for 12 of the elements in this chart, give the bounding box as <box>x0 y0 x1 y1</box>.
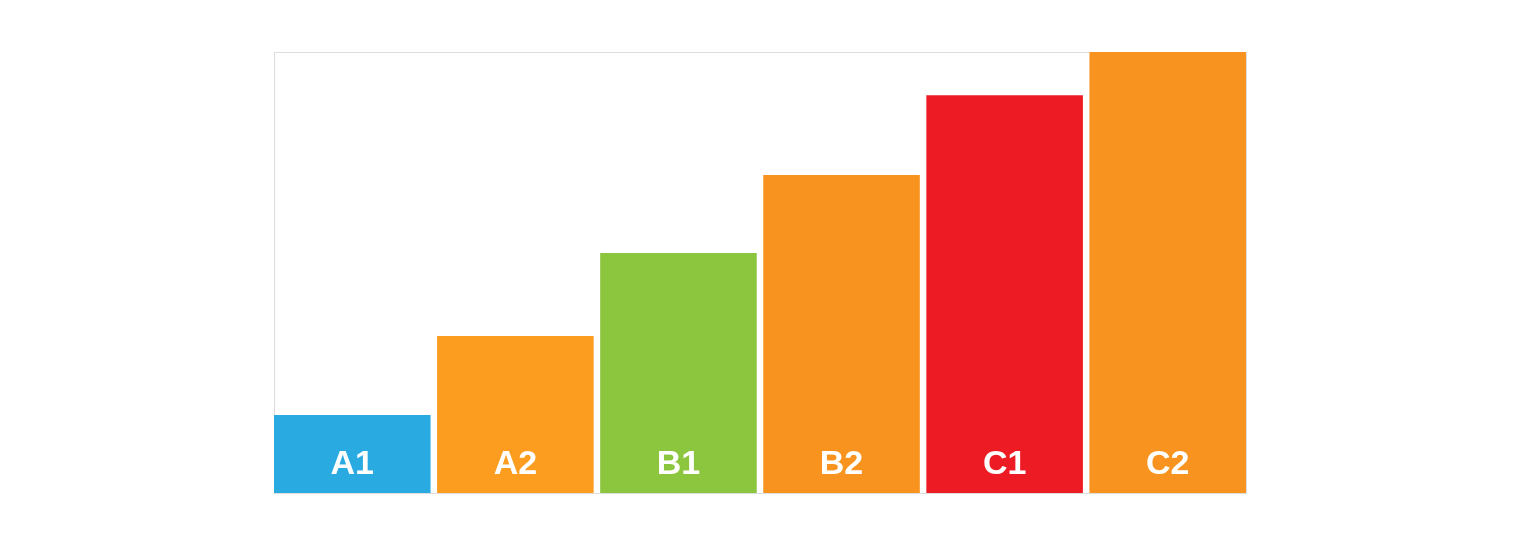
bar <box>1089 52 1246 493</box>
x-tick-label: C1 <box>982 443 1027 481</box>
bar <box>600 253 757 493</box>
x-tick-label: B2 <box>819 443 864 481</box>
bar <box>926 95 1083 493</box>
x-tick-label: B1 <box>656 443 701 481</box>
bar <box>437 336 594 493</box>
x-tick-label: C2 <box>1145 443 1190 481</box>
x-tick-label: A1 <box>330 443 375 481</box>
x-tick-label: A2 <box>493 443 538 481</box>
bar <box>274 414 431 493</box>
bar <box>763 175 920 493</box>
